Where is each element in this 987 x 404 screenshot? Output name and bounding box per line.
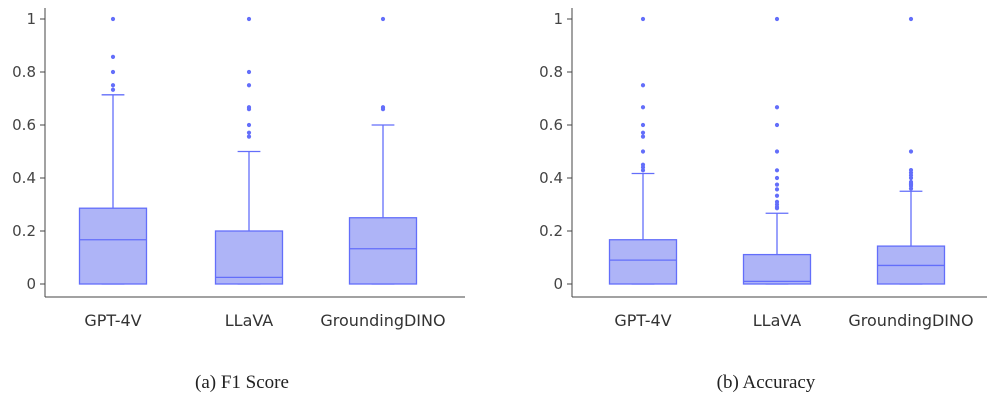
outlier-point-llava <box>246 130 252 135</box>
y-tick-label: 0 <box>553 275 563 293</box>
box-llava <box>742 253 812 285</box>
outlier-point-gpt-4v <box>110 83 116 88</box>
box-groundingdino <box>348 217 418 285</box>
x-category-label: GroundingDINO <box>320 311 445 330</box>
outlier-point-groundingdino <box>380 16 386 22</box>
outlier-point-groundingdino <box>908 16 914 22</box>
outlier-point-llava <box>246 83 252 88</box>
outlier-point-gpt-4v <box>640 122 646 128</box>
outlier-point-llava <box>774 149 780 154</box>
box-gpt-4v <box>608 239 678 285</box>
y-tick-label: 0.8 <box>12 63 36 81</box>
outlier-point-llava <box>774 187 780 192</box>
outlier-point-llava <box>246 16 252 22</box>
x-category-label: LLaVA <box>753 311 802 330</box>
outlier-point-gpt-4v <box>640 16 646 22</box>
outlier-point-groundingdino <box>908 179 914 185</box>
outlier-point-llava <box>774 105 780 110</box>
box-gpt-4v <box>78 207 148 285</box>
y-tick-label: 0.4 <box>539 169 563 187</box>
y-tick-label: 0.2 <box>539 222 563 240</box>
y-tick-label: 0.8 <box>539 63 563 81</box>
outlier-point-groundingdino <box>908 149 914 154</box>
caption-f1-score: (a) F1 Score <box>195 372 289 393</box>
outlier-point-gpt-4v <box>640 105 646 110</box>
outlier-point-llava <box>774 16 780 22</box>
outlier-point-llava <box>246 105 252 110</box>
x-category-label: GroundingDINO <box>848 311 973 330</box>
outlier-point-llava <box>774 193 780 198</box>
y-tick-label: 1 <box>26 10 36 28</box>
outlier-point-gpt-4v <box>640 168 646 173</box>
f1-score-box-chart: 0 0.2 0.4 0.6 0.8 1 GPT-4V LLaVA GroundingDINO <box>12 8 465 330</box>
outlier-point-llava <box>774 199 780 204</box>
y-tick-label: 0.2 <box>12 222 36 240</box>
outlier-point-llava <box>246 122 252 128</box>
outlier-point-llava <box>246 134 252 139</box>
y-tick-label: 0.4 <box>12 169 36 187</box>
outlier-point-groundingdino <box>380 105 386 110</box>
y-tick-label: 0 <box>26 275 36 293</box>
outlier-point-groundingdino <box>908 167 914 173</box>
x-category-label: GPT-4V <box>84 311 141 330</box>
outlier-point-gpt-4v <box>640 162 646 167</box>
outlier-point-llava <box>774 182 780 187</box>
outlier-point-gpt-4v <box>110 16 116 22</box>
outlier-point-gpt-4v <box>640 134 646 139</box>
x-category-label: LLaVA <box>225 311 274 330</box>
outlier-point-gpt-4v <box>110 54 116 59</box>
outlier-point-gpt-4v <box>640 83 646 88</box>
outlier-point-gpt-4v <box>110 69 116 75</box>
y-tick-label: 0.6 <box>539 116 563 134</box>
y-tick-label: 1 <box>553 10 563 28</box>
outlier-point-llava <box>246 69 252 75</box>
x-category-label: GPT-4V <box>614 311 671 330</box>
box-llava <box>214 230 284 285</box>
outlier-point-gpt-4v <box>640 149 646 154</box>
outlier-point-llava <box>774 168 780 173</box>
outlier-point-gpt-4v <box>110 87 116 92</box>
accuracy-box-chart: 0 0.2 0.4 0.6 0.8 1 GPT-4V LLaVA GroundingDINO <box>539 8 987 330</box>
outlier-point-llava <box>774 122 780 128</box>
outlier-point-llava <box>774 175 780 181</box>
caption-accuracy: (b) Accuracy <box>716 372 816 393</box>
outlier-point-gpt-4v <box>640 130 646 135</box>
y-tick-label: 0.6 <box>12 116 36 134</box>
